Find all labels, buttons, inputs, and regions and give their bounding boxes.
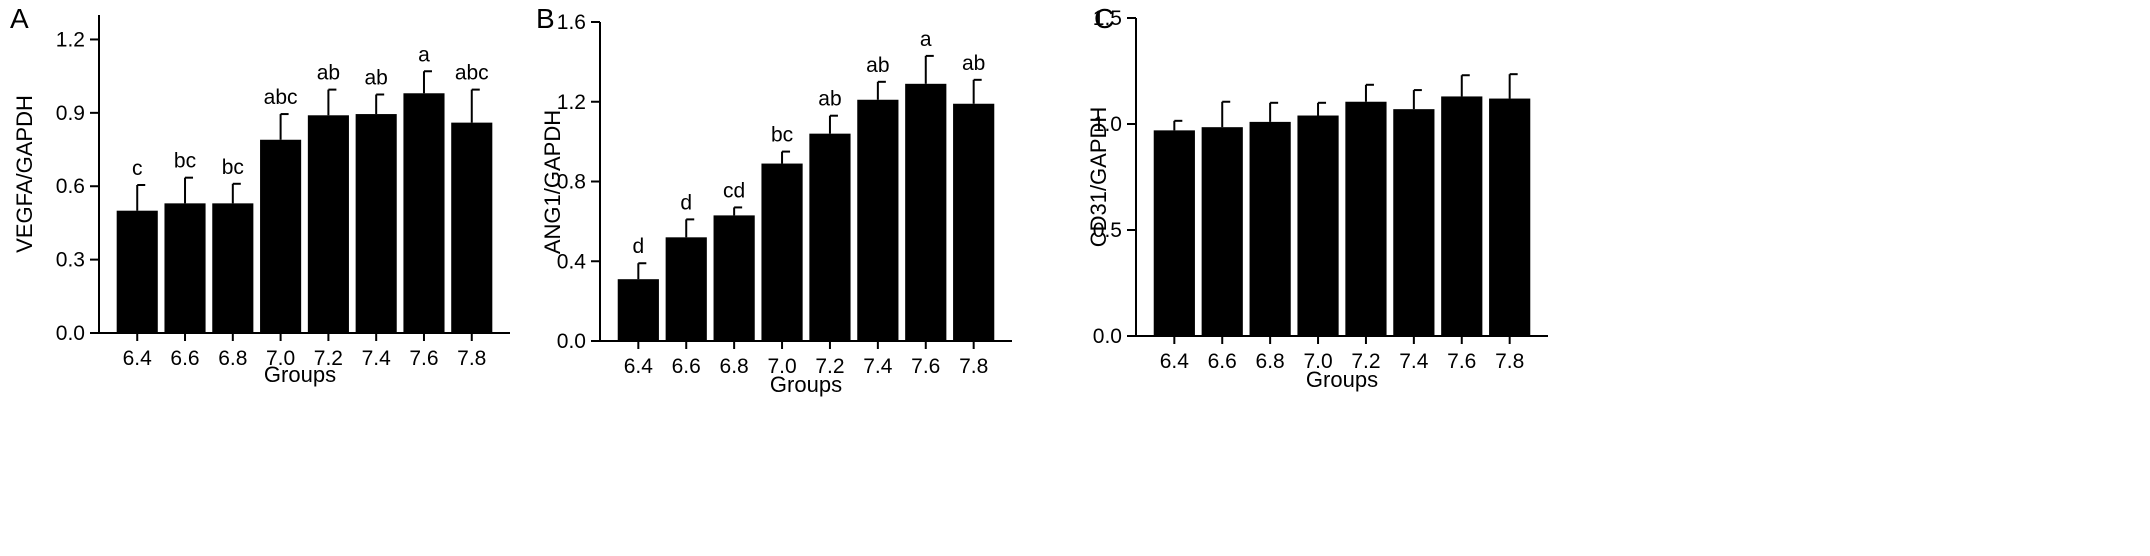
y-tick-label: 1.2 bbox=[56, 28, 85, 51]
bar bbox=[1345, 101, 1387, 337]
y-axis-title: CD31/GAPDH bbox=[1086, 107, 1111, 248]
significance-label: cd bbox=[723, 179, 745, 202]
bar bbox=[1153, 130, 1195, 336]
y-tick-label: 1.2 bbox=[557, 91, 586, 114]
significance-label: d bbox=[632, 235, 644, 258]
y-tick-label: 0.4 bbox=[557, 250, 587, 273]
significance-label: ab bbox=[317, 62, 340, 85]
y-tick-label: 1.0 bbox=[1093, 113, 1122, 136]
y-tick-label: 0.0 bbox=[1093, 325, 1122, 348]
significance-label: ab bbox=[818, 88, 841, 111]
bar bbox=[857, 99, 899, 341]
panel-a: A 0.0 0.3 0.6 0.9 1.2 6.4 c 6.6 bc 6.8 bc 7.0 abc 7.2 a… bbox=[10, 3, 510, 387]
significance-label: ab bbox=[866, 54, 889, 77]
x-tick-label: 7.4 bbox=[362, 347, 392, 370]
significance-label: abc bbox=[264, 86, 298, 109]
significance-label: c bbox=[132, 157, 143, 180]
panel-b: B 0.0 0.4 0.8 1.2 1.6 6.4 d 6.6 d 6.8 cd 7.0 bc 7.2 ab 7… bbox=[536, 3, 1012, 397]
y-axis-title: VEGFA/GAPDH bbox=[12, 95, 37, 253]
significance-label: bc bbox=[771, 124, 793, 147]
panel-letter: C bbox=[1094, 3, 1114, 34]
x-tick-label: 7.8 bbox=[457, 347, 486, 370]
y-tick-label: 0.5 bbox=[1093, 219, 1122, 242]
significance-label: ab bbox=[365, 67, 388, 90]
x-tick-label: 7.6 bbox=[409, 347, 438, 370]
x-tick-label: 6.6 bbox=[672, 355, 701, 378]
x-tick-label: 7.4 bbox=[863, 355, 893, 378]
x-axis-title: Groups bbox=[770, 372, 842, 397]
x-tick-label: 7.2 bbox=[815, 355, 844, 378]
bar bbox=[355, 114, 397, 333]
x-tick-label: 6.4 bbox=[1160, 350, 1190, 373]
x-tick-label: 6.8 bbox=[720, 355, 749, 378]
x-tick-label: 7.0 bbox=[266, 347, 295, 370]
y-tick-label: 1.5 bbox=[1093, 7, 1122, 30]
bar bbox=[260, 139, 302, 333]
y-tick-label: 0.0 bbox=[557, 330, 586, 353]
x-tick-label: 7.0 bbox=[767, 355, 796, 378]
bar bbox=[1249, 121, 1291, 336]
y-tick-label: 0.9 bbox=[56, 102, 85, 125]
significance-label: bc bbox=[174, 150, 196, 173]
bar bbox=[809, 133, 851, 341]
bar bbox=[617, 279, 659, 341]
x-tick-label: 7.6 bbox=[1447, 350, 1476, 373]
bar bbox=[164, 203, 206, 333]
bar bbox=[212, 203, 254, 333]
x-tick-label: 6.8 bbox=[1256, 350, 1285, 373]
bar bbox=[1297, 115, 1339, 337]
significance-label: d bbox=[680, 191, 692, 214]
x-tick-label: 6.6 bbox=[1208, 350, 1237, 373]
significance-label: ab bbox=[962, 52, 985, 75]
significance-label: a bbox=[418, 43, 430, 66]
x-tick-label: 6.6 bbox=[170, 347, 199, 370]
y-tick-label: 0.3 bbox=[56, 249, 85, 272]
bar bbox=[953, 103, 995, 342]
y-tick-label: 1.6 bbox=[557, 11, 586, 34]
bar bbox=[1393, 109, 1435, 336]
x-tick-label: 7.8 bbox=[1495, 350, 1524, 373]
panel-letter: B bbox=[536, 3, 555, 34]
x-axis-title: Groups bbox=[1306, 367, 1378, 392]
x-tick-label: 7.0 bbox=[1303, 350, 1332, 373]
bar bbox=[1441, 96, 1483, 336]
panel-letter: A bbox=[10, 3, 29, 34]
bar bbox=[1201, 127, 1243, 337]
x-tick-label: 7.8 bbox=[959, 355, 988, 378]
bar bbox=[403, 93, 445, 334]
significance-label: a bbox=[920, 28, 932, 51]
y-tick-label: 0.8 bbox=[557, 171, 586, 194]
y-tick-label: 0.0 bbox=[56, 322, 85, 345]
x-tick-label: 7.2 bbox=[1351, 350, 1380, 373]
significance-label: abc bbox=[455, 62, 489, 85]
x-tick-label: 6.4 bbox=[624, 355, 654, 378]
x-tick-label: 7.4 bbox=[1399, 350, 1429, 373]
bar bbox=[665, 237, 707, 341]
x-axis-title: Groups bbox=[264, 362, 336, 387]
bar bbox=[761, 163, 803, 341]
bar bbox=[1489, 98, 1531, 336]
panel-c: C 0.0 0.5 1.0 1.5 6.4 6.6 6.8 7.0 7.2 7.4 7.6 7.8 Gro… bbox=[1086, 3, 1548, 392]
y-tick-label: 0.6 bbox=[56, 175, 85, 198]
bar bbox=[307, 115, 349, 334]
x-tick-label: 7.6 bbox=[911, 355, 940, 378]
bar bbox=[713, 215, 755, 341]
x-tick-label: 7.2 bbox=[314, 347, 343, 370]
bar bbox=[905, 83, 947, 342]
x-tick-label: 6.8 bbox=[218, 347, 247, 370]
bar bbox=[116, 210, 158, 333]
bar bbox=[451, 122, 493, 333]
y-axis-title: ANG1/GAPDH bbox=[540, 110, 565, 254]
x-tick-label: 6.4 bbox=[123, 347, 153, 370]
significance-label: bc bbox=[222, 156, 244, 179]
